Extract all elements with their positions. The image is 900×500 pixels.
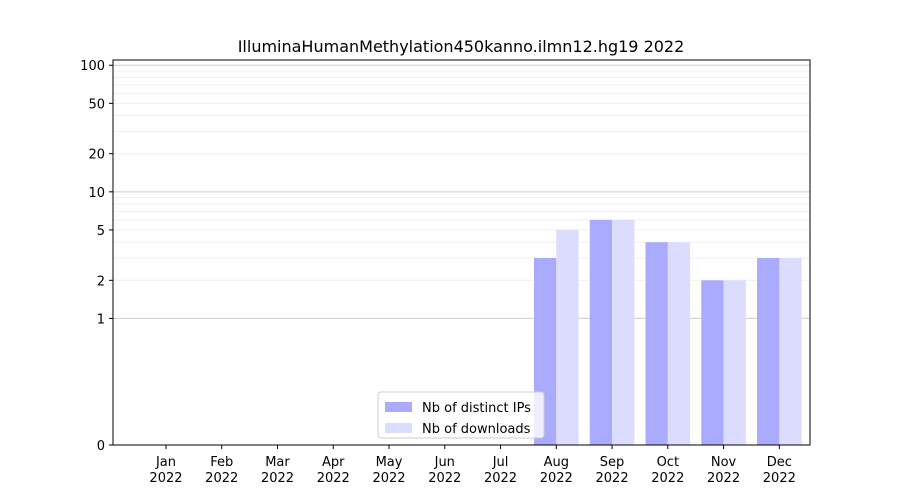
bar-downloads	[556, 229, 579, 445]
legend-label: Nb of downloads	[422, 422, 531, 437]
bar-distinct-ips	[757, 258, 780, 445]
x-tick-label: Jun 2022	[428, 455, 461, 486]
chart-title: IlluminaHumanMethylation450kanno.ilmn12.…	[238, 37, 685, 56]
bar-downloads	[612, 219, 635, 445]
y-axis: 0 1 2 5 10 20 50 100	[80, 59, 113, 454]
x-tick-label: May 2022	[372, 455, 405, 486]
x-tick-label: Mar 2022	[261, 455, 294, 486]
y-tick-label: 2	[97, 274, 105, 289]
x-tick-label: Jan 2022	[149, 455, 182, 486]
bar-downloads	[667, 242, 691, 445]
x-tick-label: Dec 2022	[763, 455, 796, 486]
legend-swatch	[385, 423, 412, 433]
x-tick-label: Feb 2022	[205, 455, 238, 486]
plot-frame	[112, 59, 811, 446]
y-tick-label: 50	[88, 97, 105, 112]
x-axis: Jan 2022 Feb 2022 Mar 2022 Apr 2022 May 2022 Jun 20…	[149, 445, 796, 486]
bar-distinct-ips	[589, 219, 613, 445]
y-tick-label: 100	[80, 59, 105, 74]
bar-downloads	[779, 258, 802, 445]
x-tick-label: Jul 2022	[484, 455, 517, 486]
bar-downloads	[723, 280, 746, 445]
x-tick-label: Apr 2022	[317, 455, 350, 486]
grid-layer	[113, 64, 810, 319]
x-tick-label: Aug 2022	[540, 455, 573, 486]
y-tick-label: 0	[97, 439, 105, 454]
bar-distinct-ips	[701, 280, 724, 445]
y-tick-label: 20	[88, 148, 105, 163]
legend-box	[377, 391, 545, 439]
y-tick-label: 5	[97, 224, 105, 239]
legend-swatch	[385, 402, 412, 412]
y-tick-label: 10	[88, 186, 105, 201]
x-tick-label: Nov 2022	[707, 455, 740, 486]
bar-distinct-ips	[645, 242, 668, 445]
legend: Nb of distinct IPs Nb of downloads	[377, 391, 545, 439]
legend-label: Nb of distinct IPs	[422, 401, 531, 416]
x-tick-label: Sep 2022	[596, 455, 629, 486]
x-tick-label: Oct 2022	[651, 455, 684, 486]
y-tick-label: 1	[97, 312, 105, 327]
